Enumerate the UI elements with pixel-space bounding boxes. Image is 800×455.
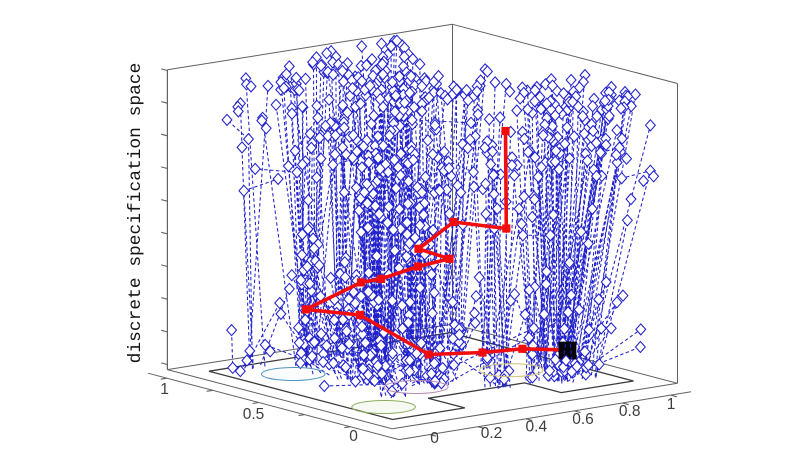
svg-text:0.5: 0.5 [243, 406, 265, 423]
svg-text:0.2: 0.2 [481, 425, 503, 442]
svg-text:0: 0 [349, 428, 358, 445]
svg-text:0: 0 [430, 430, 439, 447]
svg-text:discrete specification space: discrete specification space [126, 63, 146, 364]
svg-text:0.8: 0.8 [619, 403, 641, 420]
svg-text:1: 1 [667, 396, 676, 413]
svg-text:1: 1 [160, 381, 169, 398]
svg-text:0.6: 0.6 [572, 411, 594, 428]
svg-text:0.4: 0.4 [526, 419, 548, 436]
